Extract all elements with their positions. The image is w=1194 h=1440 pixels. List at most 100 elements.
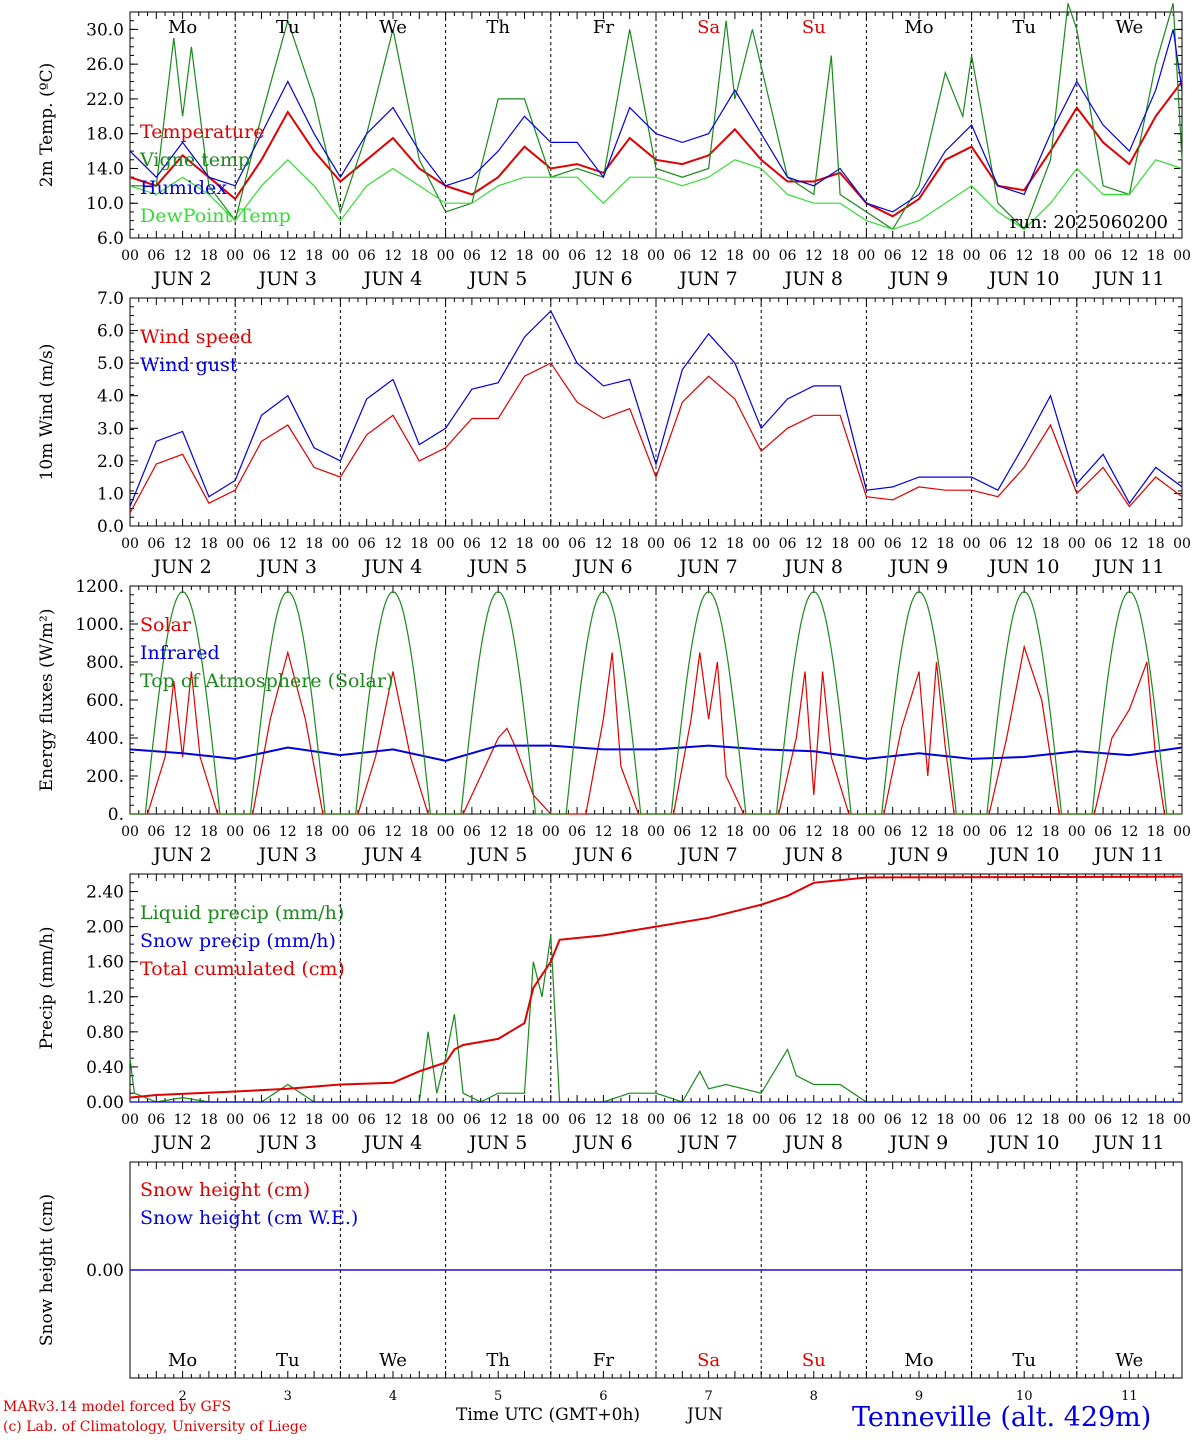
hour-tick-label: 06: [779, 536, 797, 552]
hour-tick-label: 00: [437, 1112, 455, 1128]
y-tick-label: 0.40: [86, 1058, 124, 1078]
hour-tick-label: 18: [410, 248, 428, 264]
hour-tick-label: 12: [174, 536, 192, 552]
legend-entry: Snow height (cm): [140, 1179, 310, 1201]
series-line-solar: [130, 644, 1182, 815]
hour-tick-label: 00: [331, 536, 349, 552]
hour-tick-label: 12: [279, 824, 297, 840]
y-tick-label: 1200.: [75, 577, 124, 597]
day-label: We: [379, 1350, 407, 1371]
hour-tick-label: 06: [463, 536, 481, 552]
y-tick-label: 1.20: [86, 988, 124, 1008]
hour-tick-label: 06: [147, 824, 165, 840]
hour-tick-label: 06: [568, 536, 586, 552]
y-axis-title: Snow height (cm): [37, 1194, 57, 1346]
hour-tick-label: 06: [253, 824, 271, 840]
hour-tick-label: 12: [1015, 536, 1033, 552]
date-number-label: 4: [389, 1389, 397, 1404]
y-tick-label: 0.0: [97, 517, 124, 537]
hour-tick-label: 06: [779, 1112, 797, 1128]
date-label: JUN 8: [783, 1132, 843, 1154]
hour-tick-label: 00: [752, 248, 770, 264]
hour-tick-label: 00: [752, 536, 770, 552]
hour-tick-label: 00: [331, 1112, 349, 1128]
hour-tick-label: 00: [542, 248, 560, 264]
y-axis-title: 2m Temp. (ºC): [37, 63, 57, 188]
hour-tick-label: 06: [358, 1112, 376, 1128]
legend-entry: Humidex: [140, 177, 227, 199]
y-tick-label: 200.: [86, 767, 124, 787]
hour-tick-label: 00: [542, 824, 560, 840]
y-tick-label: 2.00: [86, 918, 124, 938]
hour-tick-label: 06: [779, 248, 797, 264]
y-axis-title: 10m Wind (m/s): [37, 344, 57, 481]
day-label: We: [1116, 1350, 1144, 1371]
hour-tick-label: 00: [1068, 1112, 1086, 1128]
date-label: JUN 5: [467, 844, 527, 866]
series-line-infrared: [129, 744, 1183, 762]
hour-tick-label: 18: [621, 1112, 639, 1128]
hour-tick-label: 18: [1147, 248, 1165, 264]
hour-tick-label: 18: [1042, 1112, 1060, 1128]
hour-tick-label: 00: [647, 824, 665, 840]
hour-tick-label: 12: [700, 248, 718, 264]
hour-tick-label: 12: [1015, 248, 1033, 264]
legend-entry: Temperature: [140, 121, 264, 143]
hour-tick-label: 06: [884, 248, 902, 264]
hour-tick-label: 06: [253, 1112, 271, 1128]
y-tick-label: 400.: [86, 729, 124, 749]
hour-tick-label: 12: [700, 536, 718, 552]
hour-tick-label: 00: [647, 248, 665, 264]
hour-tick-label: 00: [226, 1112, 244, 1128]
hour-tick-label: 12: [384, 1112, 402, 1128]
hour-tick-label: 12: [279, 1112, 297, 1128]
date-number-label: 7: [704, 1389, 712, 1404]
hour-tick-label: 18: [936, 536, 954, 552]
date-label: JUN 3: [257, 268, 317, 290]
hour-tick-label: 12: [489, 536, 507, 552]
hour-tick-label: 12: [1015, 1112, 1033, 1128]
hour-tick-label: 18: [305, 248, 323, 264]
date-label: JUN 3: [257, 556, 317, 578]
date-label: JUN 11: [1092, 268, 1164, 290]
hour-tick-label: 00: [331, 824, 349, 840]
date-label: JUN 6: [572, 1132, 632, 1154]
hour-tick-label: 12: [1120, 248, 1138, 264]
day-label: Tu: [276, 17, 300, 38]
date-label: JUN 7: [677, 844, 737, 866]
series-line-wind-gust: [129, 309, 1183, 507]
date-label: JUN 8: [783, 844, 843, 866]
hour-tick-label: 12: [910, 824, 928, 840]
hour-tick-label: 12: [805, 248, 823, 264]
day-label: Sa: [697, 1350, 720, 1371]
hour-tick-label: 06: [989, 1112, 1007, 1128]
hour-tick-label: 00: [857, 1112, 875, 1128]
hour-tick-label: 12: [174, 248, 192, 264]
hour-tick-label: 12: [805, 1112, 823, 1128]
hour-tick-label: 00: [226, 824, 244, 840]
y-tick-label: 22.0: [86, 90, 124, 110]
hour-tick-label: 00: [963, 824, 981, 840]
date-number-label: 11: [1121, 1389, 1138, 1404]
hour-tick-label: 00: [121, 248, 139, 264]
hour-tick-label: 18: [410, 824, 428, 840]
day-label: Mo: [904, 1350, 933, 1371]
hour-tick-label: 06: [673, 1112, 691, 1128]
legend-entry: Top of Atmosphere (Solar): [140, 670, 393, 692]
hour-tick-label: 06: [358, 536, 376, 552]
hour-tick-label: 12: [1120, 824, 1138, 840]
hour-tick-label: 18: [621, 536, 639, 552]
date-number-label: 3: [284, 1389, 292, 1404]
date-label: JUN 2: [151, 556, 211, 578]
hour-tick-label: 18: [305, 1112, 323, 1128]
hour-tick-label: 18: [410, 1112, 428, 1128]
hour-tick-label: 00: [331, 248, 349, 264]
hour-tick-label: 00: [226, 248, 244, 264]
run-label: run: 2025060200: [1010, 212, 1168, 233]
date-label: JUN 5: [467, 268, 527, 290]
hour-tick-label: 18: [831, 536, 849, 552]
day-label: Tu: [1012, 17, 1036, 38]
hour-tick-label: 12: [910, 1112, 928, 1128]
hour-tick-label: 06: [253, 536, 271, 552]
